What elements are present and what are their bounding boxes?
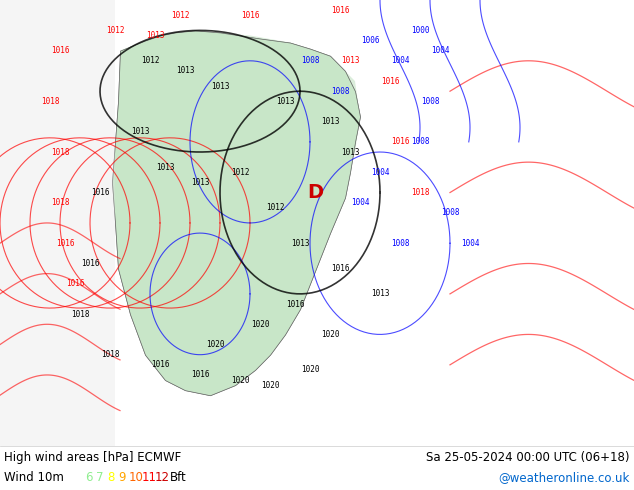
Text: 1018: 1018 [41, 97, 59, 106]
Text: Sa 25-05-2024 00:00 UTC (06+18): Sa 25-05-2024 00:00 UTC (06+18) [427, 451, 630, 465]
Text: 1020: 1020 [251, 320, 269, 329]
Text: 1018: 1018 [411, 188, 429, 197]
Text: 1004: 1004 [430, 46, 450, 55]
Text: 1020: 1020 [231, 375, 249, 385]
Text: D: D [307, 183, 323, 202]
Text: 1016: 1016 [331, 264, 349, 273]
Text: 7: 7 [96, 471, 103, 485]
Text: 8: 8 [107, 471, 114, 485]
Text: 1004: 1004 [391, 56, 410, 65]
Text: 10: 10 [129, 471, 144, 485]
Text: 1016: 1016 [51, 46, 69, 55]
Text: 1013: 1013 [276, 97, 294, 106]
Text: 1016: 1016 [391, 137, 410, 147]
Text: 1013: 1013 [371, 290, 389, 298]
Text: 1016: 1016 [81, 259, 100, 268]
Text: 1020: 1020 [261, 381, 279, 390]
Text: 1013: 1013 [210, 82, 230, 91]
Text: 1013: 1013 [340, 147, 359, 156]
Text: 1013: 1013 [191, 178, 209, 187]
Text: 1013: 1013 [340, 56, 359, 65]
Text: 1012: 1012 [106, 26, 124, 35]
Polygon shape [0, 0, 115, 446]
Text: 1018: 1018 [51, 198, 69, 207]
Text: 1016: 1016 [241, 11, 259, 20]
Text: 1016: 1016 [381, 76, 399, 86]
Text: 1020: 1020 [321, 330, 339, 339]
Text: 1006: 1006 [361, 36, 379, 45]
Text: 12: 12 [155, 471, 170, 485]
Text: 1004: 1004 [371, 168, 389, 177]
Text: Bft: Bft [170, 471, 187, 485]
Text: 1008: 1008 [331, 87, 349, 96]
Text: 1008: 1008 [441, 208, 459, 218]
Text: 1012: 1012 [141, 56, 159, 65]
Text: 1008: 1008 [411, 137, 429, 147]
Text: 1018: 1018 [71, 310, 89, 318]
Text: 1018: 1018 [51, 147, 69, 156]
Text: 1008: 1008 [421, 97, 439, 106]
Text: 1016: 1016 [91, 188, 109, 197]
Text: 1000: 1000 [411, 26, 429, 35]
Text: 1020: 1020 [301, 366, 320, 374]
Text: 1013: 1013 [146, 31, 164, 40]
Text: 1016: 1016 [331, 5, 349, 15]
Text: 1016: 1016 [56, 239, 74, 248]
Text: 1013: 1013 [156, 163, 174, 172]
Text: 1018: 1018 [101, 350, 119, 359]
Text: 1008: 1008 [301, 56, 320, 65]
Text: 1013: 1013 [131, 127, 149, 136]
Text: 1016: 1016 [66, 279, 84, 288]
Text: Wind 10m: Wind 10m [4, 471, 64, 485]
Text: 9: 9 [118, 471, 126, 485]
Text: 1004: 1004 [461, 239, 479, 248]
Text: 1012: 1012 [266, 203, 284, 212]
Text: 1016: 1016 [191, 370, 209, 379]
Text: 1013: 1013 [291, 239, 309, 248]
Text: 6: 6 [85, 471, 93, 485]
Text: 1004: 1004 [351, 198, 369, 207]
Text: 11: 11 [142, 471, 157, 485]
Text: 1013: 1013 [176, 67, 194, 75]
Text: 1012: 1012 [231, 168, 249, 177]
Text: 1008: 1008 [391, 239, 410, 248]
Text: High wind areas [hPa] ECMWF: High wind areas [hPa] ECMWF [4, 451, 181, 465]
Text: 1012: 1012 [171, 11, 190, 20]
Text: 1016: 1016 [151, 360, 169, 369]
Text: @weatheronline.co.uk: @weatheronline.co.uk [498, 471, 630, 485]
Text: 1016: 1016 [286, 299, 304, 309]
Text: 1013: 1013 [321, 117, 339, 126]
Text: 1020: 1020 [206, 340, 224, 349]
